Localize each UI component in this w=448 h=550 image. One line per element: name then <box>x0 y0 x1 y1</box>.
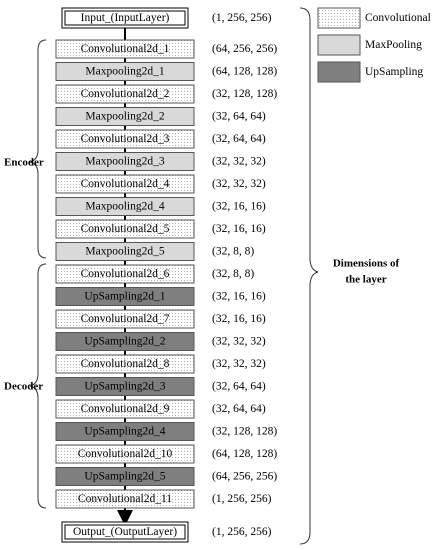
layer-box <box>55 489 195 509</box>
io-dims: (1, 256, 256) <box>212 12 272 24</box>
layer-dims: (32, 128, 128) <box>212 88 277 100</box>
layer-label: Convolutional2d_4 <box>81 178 170 190</box>
legend-swatch <box>317 7 361 29</box>
dimensions-note: the layer <box>345 274 386 286</box>
layer-label: Convolutional2d_11 <box>78 493 172 505</box>
layer-box <box>55 399 195 419</box>
layer-dims: (32, 8, 8) <box>212 268 254 280</box>
layer-dims: (64, 256, 256) <box>212 43 277 55</box>
layer-label: Convolutional2d_1 <box>81 43 170 55</box>
layer-dims: (32, 64, 64) <box>212 403 266 415</box>
layer-box <box>55 444 195 464</box>
layer-label: UpSampling2d_1 <box>84 291 165 303</box>
layer-box <box>55 287 195 306</box>
layer-dims: (32, 64, 64) <box>212 133 266 145</box>
layer-label: UpSampling2d_3 <box>84 381 165 393</box>
layer-box <box>55 129 195 149</box>
layer-dims: (32, 16, 16) <box>212 313 266 325</box>
layer-label: Convolutional2d_7 <box>81 313 170 325</box>
layer-box <box>55 62 195 81</box>
layer-dims: (32, 8, 8) <box>212 246 254 258</box>
encoder-brace <box>29 39 47 259</box>
layer-box <box>55 354 195 374</box>
layer-box <box>55 467 195 486</box>
io-dims: (1, 256, 256) <box>212 526 272 538</box>
layer-dims: (32, 16, 16) <box>212 223 266 235</box>
layer-box <box>55 377 195 396</box>
layer-box <box>55 152 195 171</box>
io-box <box>61 7 189 29</box>
layer-label: UpSampling2d_4 <box>84 426 165 438</box>
layer-dims: (64, 128, 128) <box>212 66 277 78</box>
layer-label: Convolutional2d_3 <box>81 133 170 145</box>
layer-box <box>55 197 195 216</box>
layer-dims: (32, 32, 32) <box>212 178 266 190</box>
layer-dims: (32, 128, 128) <box>212 426 277 438</box>
layer-box <box>55 174 195 194</box>
layer-label: Maxpooling2d_2 <box>85 111 164 123</box>
layer-label: Convolutional2d_2 <box>81 88 170 100</box>
layer-dims: (32, 32, 32) <box>212 358 266 370</box>
layer-box <box>55 219 195 239</box>
layer-dims: (64, 256, 256) <box>212 471 277 483</box>
dimensions-brace <box>299 7 319 545</box>
layer-dims: (1, 256, 256) <box>212 493 272 505</box>
layer-label: Maxpooling2d_3 <box>85 156 164 168</box>
io-box-inner <box>64 10 186 26</box>
layer-box <box>55 422 195 441</box>
layer-label: UpSampling2d_2 <box>84 336 165 348</box>
layer-label: Maxpooling2d_1 <box>85 66 164 78</box>
layer-label: Convolutional2d_8 <box>81 358 170 370</box>
layer-dims: (32, 32, 32) <box>212 336 266 348</box>
legend-swatch <box>317 34 361 56</box>
layer-dims: (32, 16, 16) <box>212 201 266 213</box>
layer-box <box>55 39 195 59</box>
layer-box <box>55 309 195 329</box>
layer-label: Convolutional2d_9 <box>81 403 170 415</box>
io-box <box>61 521 189 543</box>
legend-label: MaxPooling <box>365 39 422 51</box>
layer-box <box>55 107 195 126</box>
layer-box <box>55 84 195 104</box>
decoder-label: Decoder <box>4 381 43 393</box>
dimensions-note: Dimensions of <box>333 258 400 270</box>
layer-label: Convolutional2d_5 <box>81 223 170 235</box>
layer-label: Convolutional2d_10 <box>78 448 173 460</box>
layer-box <box>55 264 195 284</box>
io-label: Output_(OutputLayer) <box>73 526 177 538</box>
layer-dims: (32, 64, 64) <box>212 111 266 123</box>
layer-dims: (64, 128, 128) <box>212 448 277 460</box>
legend-swatch <box>317 61 361 83</box>
layer-label: Convolutional2d_6 <box>81 268 170 280</box>
encoder-label: Encoder <box>4 157 44 169</box>
layer-label: Maxpooling2d_4 <box>85 201 164 213</box>
layer-label: Maxpooling2d_5 <box>85 246 164 258</box>
io-label: Input_(InputLayer) <box>81 12 170 24</box>
layer-box <box>55 242 195 261</box>
layer-label: UpSampling2d_5 <box>84 471 165 483</box>
layer-dims: (32, 16, 16) <box>212 291 266 303</box>
io-box-inner <box>64 524 186 540</box>
decoder-brace <box>29 263 47 509</box>
layer-dims: (32, 32, 32) <box>212 156 266 168</box>
layer-dims: (32, 64, 64) <box>212 381 266 393</box>
legend-label: UpSampling <box>365 66 423 78</box>
layer-box <box>55 332 195 351</box>
legend-label: Convolutional <box>365 12 431 24</box>
